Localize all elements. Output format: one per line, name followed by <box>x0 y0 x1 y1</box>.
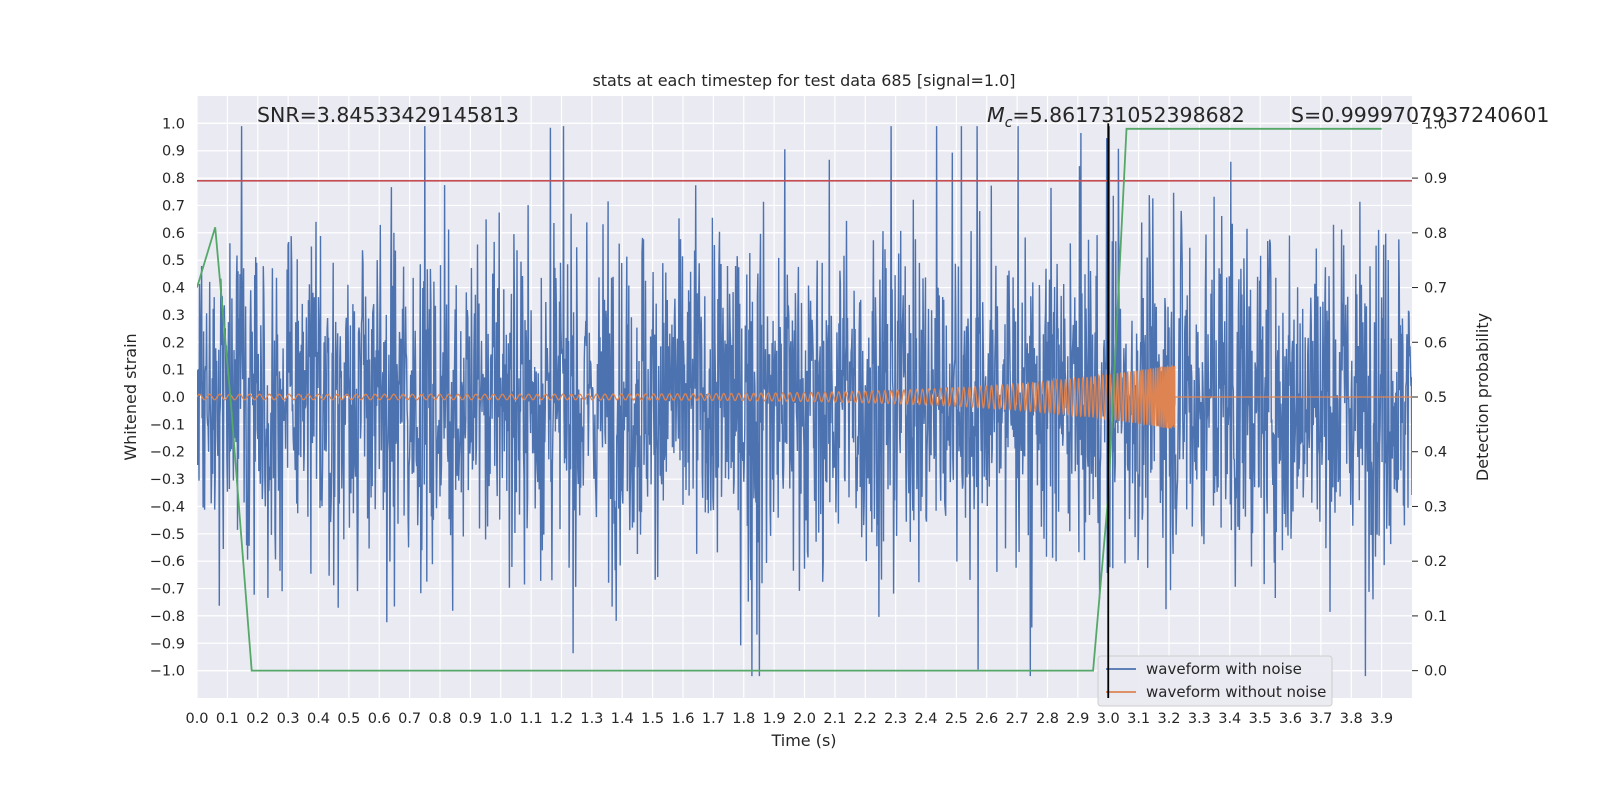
series-waveform-without-noise <box>197 365 1412 429</box>
x-tick-label: 2.0 <box>793 711 816 727</box>
x-tick-label: 1.3 <box>580 711 603 727</box>
x-tick-label: 2.6 <box>975 711 998 727</box>
x-tick-label: 2.4 <box>914 711 937 727</box>
legend: waveform with noise waveform without noi… <box>1097 655 1333 707</box>
x-tick-label: 2.5 <box>945 711 968 727</box>
y-tick-label: −0.7 <box>150 582 185 598</box>
score-annotation: S=0.9999707937240601 <box>1291 103 1549 127</box>
x-tick-label: 1.6 <box>671 711 694 727</box>
chirp-mass-value: =5.861731052398682 <box>1012 103 1244 127</box>
x-tick-label: 0.1 <box>216 711 239 727</box>
y-tick-label: 0.1 <box>162 363 185 379</box>
chart-title: stats at each timestep for test data 685… <box>592 71 1015 90</box>
x-tick-label: 1.0 <box>489 711 512 727</box>
x-tick-label: 0.6 <box>368 711 391 727</box>
y-right-tick-label: 0.4 <box>1424 445 1447 461</box>
chirp-mass-annotation: Mc=5.861731052398682 <box>987 103 1245 131</box>
y-tick-label: 0.7 <box>162 198 185 214</box>
x-tick-label: 3.1 <box>1127 711 1150 727</box>
x-tick-label: 3.7 <box>1309 711 1332 727</box>
y-axis-label: Whitened strain <box>121 333 140 460</box>
y-tick-label: −0.5 <box>150 527 185 543</box>
y-tick-label: 0.6 <box>162 226 185 242</box>
y-right-tick-label: 0.5 <box>1424 390 1447 406</box>
x-tick-label: 3.2 <box>1157 711 1180 727</box>
x-tick-label: 3.6 <box>1279 711 1302 727</box>
x-tick-label: 0.4 <box>307 711 330 727</box>
y-tick-label: 1.0 <box>162 116 185 132</box>
y-tick-label: −0.9 <box>150 636 185 652</box>
legend-label-noise: waveform with noise <box>1146 660 1302 678</box>
chirp-mass-subscript: c <box>1005 115 1013 131</box>
y-right-tick-label: 0.0 <box>1424 664 1447 680</box>
series-layer <box>197 126 1412 677</box>
x-tick-label: 3.4 <box>1218 711 1241 727</box>
x-tick-label: 1.9 <box>763 711 786 727</box>
x-tick-label: 1.5 <box>641 711 664 727</box>
snr-annotation: SNR=3.84533429145813 <box>257 103 519 127</box>
x-tick-label: 3.5 <box>1249 711 1272 727</box>
x-axis-label: Time (s) <box>770 731 836 750</box>
y-tick-label: 0.0 <box>162 390 185 406</box>
y-tick-label: 0.3 <box>162 308 185 324</box>
tick-labels: 0.0 0.1 0.2 0.3 0.4 0.5 0.6 0.7 0.8 0.9 1.0 1.1 1.2 1… <box>150 116 1447 727</box>
y-tick-label: −0.8 <box>150 609 185 625</box>
y-tick-label: −1.0 <box>150 664 185 680</box>
x-tick-label: 3.8 <box>1340 711 1363 727</box>
x-tick-label: 0.2 <box>246 711 269 727</box>
series-detection-probability <box>197 127 1382 672</box>
x-tick-label: 3.9 <box>1370 711 1393 727</box>
y-tick-label: −0.2 <box>150 445 185 461</box>
y-tick-label: 0.2 <box>162 335 185 351</box>
x-tick-label: 2.7 <box>1006 711 1029 727</box>
x-tick-label: 0.0 <box>185 711 208 727</box>
x-tick-label: 2.3 <box>884 711 907 727</box>
legend-box <box>1097 655 1333 707</box>
y-right-tick-label: 1.0 <box>1424 116 1447 132</box>
y-tick-label: 0.8 <box>162 171 185 187</box>
y-right-tick-label: 0.1 <box>1424 609 1447 625</box>
y-tick-label: −0.3 <box>150 472 185 488</box>
y-tick-label: 0.9 <box>162 144 185 160</box>
x-tick-label: 0.9 <box>459 711 482 727</box>
y-tick-label: 0.4 <box>162 281 185 297</box>
x-tick-label: 1.8 <box>732 711 755 727</box>
x-tick-label: 0.3 <box>277 711 300 727</box>
x-tick-label: 0.5 <box>337 711 360 727</box>
x-tick-label: 1.2 <box>550 711 573 727</box>
series-waveform-with-noise <box>197 126 1412 677</box>
x-tick-label: 3.0 <box>1097 711 1120 727</box>
y-axis-right-label: Detection probability <box>1473 313 1492 481</box>
x-tick-label: 2.2 <box>854 711 877 727</box>
x-tick-label: 0.7 <box>398 711 421 727</box>
y-tick-label: −0.1 <box>150 417 185 433</box>
legend-label-clean: waveform without noise <box>1146 683 1326 701</box>
y-right-tick-label: 0.9 <box>1424 171 1447 187</box>
y-right-tick-label: 0.2 <box>1424 554 1447 570</box>
y-tick-label: 0.5 <box>162 253 185 269</box>
x-tick-label: 1.4 <box>611 711 634 727</box>
y-right-tick-label: 0.6 <box>1424 335 1447 351</box>
y-right-tick-label: 0.8 <box>1424 226 1447 242</box>
y-tick-label: −0.4 <box>150 499 185 515</box>
x-tick-label: 2.8 <box>1036 711 1059 727</box>
x-tick-label: 2.9 <box>1066 711 1089 727</box>
x-tick-label: 3.3 <box>1188 711 1211 727</box>
x-tick-label: 2.1 <box>823 711 846 727</box>
x-tick-label: 1.7 <box>702 711 725 727</box>
x-tick-label: 0.8 <box>428 711 451 727</box>
x-tick-label: 1.1 <box>520 711 543 727</box>
y-right-tick-label: 0.3 <box>1424 499 1447 515</box>
y-tick-label: −0.6 <box>150 554 185 570</box>
y-right-tick-label: 0.7 <box>1424 281 1447 297</box>
chirp-mass-symbol: M <box>987 103 1005 127</box>
